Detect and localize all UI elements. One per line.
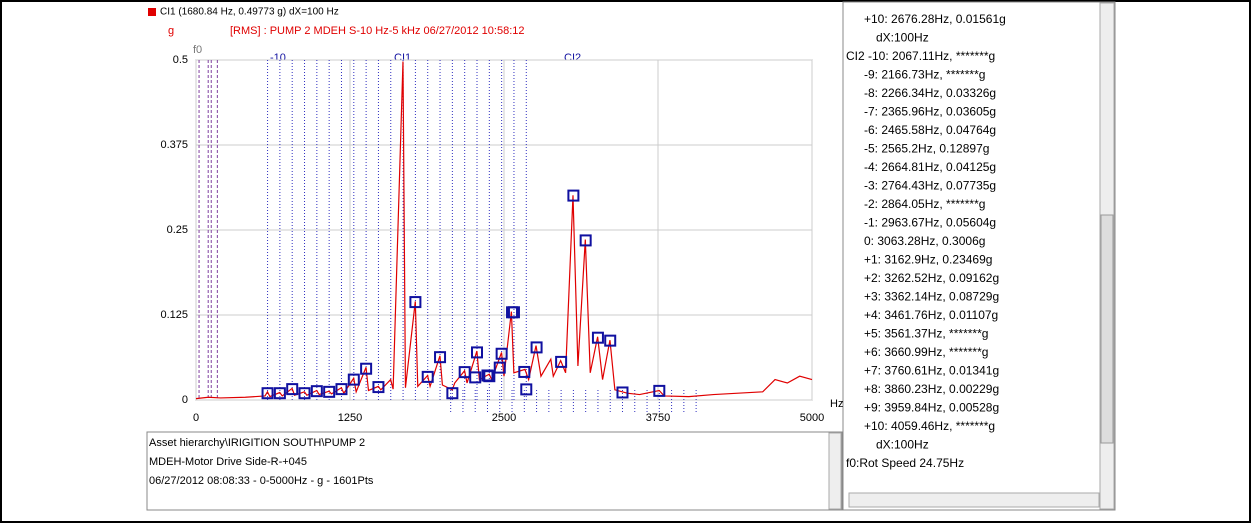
- list-line: -6: 2465.58Hz, 0.04764g: [864, 123, 996, 137]
- list-line: -3: 2764.43Hz, 0.07735g: [864, 179, 996, 193]
- peak-marker: [518, 365, 531, 378]
- peak-marker: [261, 387, 274, 400]
- list-line: +1: 3162.9Hz, 0.23469g: [864, 253, 992, 267]
- scroll-thumb[interactable]: [1100, 214, 1114, 444]
- x-tick-label: 0: [193, 412, 199, 424]
- list-line: +10: 2676.28Hz, 0.01561g: [864, 12, 1006, 26]
- peak-marker: [591, 331, 604, 344]
- y-tick-label: 0.5: [173, 54, 188, 66]
- cursor-label: f0: [193, 44, 202, 56]
- peak-marker: [434, 351, 447, 364]
- peak-marker: [360, 362, 373, 375]
- list-line: +7: 3760.61Hz, 0.01341g: [864, 364, 999, 378]
- x-tick-label: 5000: [800, 412, 824, 424]
- peak-marker: [421, 370, 434, 383]
- peak-marker: [298, 387, 311, 400]
- peak-marker: [653, 384, 666, 397]
- h-scrollbar[interactable]: [848, 492, 1100, 508]
- peak-marker: [446, 387, 459, 400]
- list-line: +9: 3959.84Hz, 0.00528g: [864, 401, 999, 415]
- peak-marker: [469, 371, 482, 384]
- x-tick-label: 1250: [338, 412, 362, 424]
- peak-marker: [567, 189, 580, 202]
- list-line: -4: 2664.81Hz, 0.04125g: [864, 160, 996, 174]
- info-line: MDEH-Motor Drive Side-R-+045: [149, 456, 307, 468]
- peak-marker: [481, 369, 494, 382]
- x-tick-label: 3750: [646, 412, 670, 424]
- list-line: -1: 2963.67Hz, 0.05604g: [864, 216, 996, 230]
- peak-marker: [286, 383, 299, 396]
- peak-marker: [616, 386, 629, 399]
- x-tick-label: 2500: [492, 412, 516, 424]
- list-line: +6: 3660.99Hz, *******g: [864, 345, 988, 359]
- list-panel: [842, 1, 1116, 511]
- peak-marker: [347, 373, 360, 386]
- list-line: CI2 -10: 2067.11Hz, *******g: [846, 49, 995, 63]
- y-tick-label: 0: [182, 394, 188, 406]
- y-axis-label: g: [168, 25, 174, 37]
- peak-marker: [506, 306, 519, 319]
- info-line: Asset hierarchy\IRIGITION SOUTH\PUMP 2: [149, 437, 365, 449]
- list-line: f0:Rot Speed 24.75Hz: [846, 456, 964, 470]
- peak-marker: [530, 341, 543, 354]
- info-scrollbar[interactable]: [828, 432, 842, 510]
- y-tick-label: 0.25: [167, 224, 188, 236]
- peak-marker: [372, 381, 385, 394]
- peak-marker: [520, 383, 533, 396]
- legend-swatch: [148, 8, 156, 16]
- peak-marker: [493, 361, 506, 374]
- peak-marker: [310, 385, 323, 398]
- peak-marker: [273, 387, 286, 400]
- y-tick-label: 0.125: [160, 309, 188, 321]
- info-line: 06/27/2012 08:08:33 - 0-5000Hz - g - 160…: [149, 475, 374, 487]
- list-line: -2: 2864.05Hz, *******g: [864, 197, 985, 211]
- info-panel: [146, 431, 843, 511]
- peak-marker: [495, 347, 508, 360]
- list-line: +4: 3461.76Hz, 0.01107g: [864, 308, 998, 322]
- list-line: +3: 3362.14Hz, 0.08729g: [864, 290, 999, 304]
- peak-marker: [555, 355, 568, 368]
- y-tick-label: 0.375: [160, 139, 188, 151]
- list-line: 0: 3063.28Hz, 0.3006g: [864, 234, 985, 248]
- list-line: -7: 2365.96Hz, 0.03605g: [864, 105, 996, 119]
- peak-marker: [323, 385, 336, 398]
- list-line: +10: 4059.46Hz, *******g: [864, 419, 995, 433]
- peak-marker: [409, 296, 422, 309]
- chart-subtitle: [RMS] : PUMP 2 MDEH S-10 Hz-5 kHz 06/27/…: [230, 25, 524, 37]
- list-line: dX:100Hz: [876, 438, 929, 452]
- list-line: +8: 3860.23Hz, 0.00229g: [864, 382, 999, 396]
- peak-marker: [579, 234, 592, 247]
- list-line: +5: 3561.37Hz, *******g: [864, 327, 988, 341]
- peak-marker: [470, 346, 483, 359]
- list-line: dX:100Hz: [876, 31, 929, 45]
- list-line: -9: 2166.73Hz, *******g: [864, 68, 985, 82]
- peak-marker: [335, 383, 348, 396]
- peak-marker: [604, 334, 617, 347]
- list-line: +2: 3262.52Hz, 0.09162g: [864, 271, 999, 285]
- list-line: -5: 2565.2Hz, 0.12897g: [864, 142, 989, 156]
- legend-text: CI1 (1680.84 Hz, 0.49773 g) dX=100 Hz: [160, 7, 339, 18]
- x-unit: Hz: [830, 398, 843, 410]
- list-line: -8: 2266.34Hz, 0.03326g: [864, 86, 996, 100]
